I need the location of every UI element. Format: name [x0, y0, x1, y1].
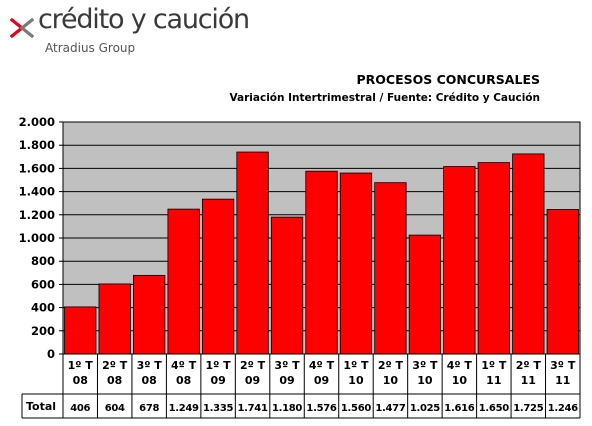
y-tick-label: 1.200 [19, 208, 55, 222]
x-tick-label: 10 [452, 374, 468, 387]
table-row-label: Total [26, 400, 56, 413]
x-tick-label: 11 [555, 374, 570, 387]
x-tick-label: 09 [245, 374, 260, 387]
bar [443, 166, 476, 355]
brand-name: crédito y caución [38, 4, 250, 35]
data-label: 1.025 [410, 403, 440, 414]
data-label: 1.249 [169, 403, 199, 414]
chart-title: PROCESOS CONCURSALES [356, 72, 540, 87]
x-tick-label: 09 [210, 374, 225, 387]
x-tick-label: 3º T [412, 359, 438, 372]
x-tick-label: 10 [383, 374, 399, 387]
y-tick-label: 1.400 [19, 185, 55, 199]
x-tick-label: 4º T [447, 359, 473, 372]
x-tick-label: 09 [279, 374, 294, 387]
data-label: 1.741 [237, 403, 267, 414]
data-label: 678 [139, 403, 159, 414]
x-tick-label: 1º T [205, 359, 231, 372]
data-label: 1.576 [306, 403, 336, 414]
data-label: 1.335 [203, 403, 233, 414]
bar [64, 306, 97, 355]
x-tick-label: 3º T [137, 359, 163, 372]
y-tick-label: 600 [31, 277, 55, 291]
brand-group: Atradius Group [45, 41, 136, 55]
logo-mark-icon [9, 17, 35, 39]
bar [133, 274, 166, 355]
y-tick-label: 1.000 [19, 231, 55, 245]
x-tick-label: 11 [521, 374, 536, 387]
x-tick-label: 08 [107, 374, 122, 387]
y-tick-label: 200 [31, 324, 55, 338]
x-tick-label: 2º T [378, 359, 404, 372]
x-tick-label: 10 [417, 374, 433, 387]
x-tick-label: 1º T [68, 359, 94, 372]
data-label: 1.477 [375, 403, 405, 414]
x-tick-label: 1º T [343, 359, 369, 372]
x-tick-label: 3º T [274, 359, 300, 372]
x-tick-label: 3º T [550, 359, 576, 372]
bar [167, 208, 200, 355]
data-label: 1.560 [341, 403, 371, 414]
plot-frame [62, 121, 581, 355]
x-tick-label: 08 [176, 374, 191, 387]
x-tick-label: 11 [486, 374, 501, 387]
x-tick-label: 4º T [171, 359, 197, 372]
y-tick-label: 2.000 [19, 115, 55, 129]
chart-subtitle: Variación Intertrimestral / Fuente: Créd… [229, 92, 540, 104]
x-tick-label: 2º T [516, 359, 542, 372]
y-tick-label: 1.800 [19, 138, 55, 152]
y-tick-label: 0 [47, 347, 55, 361]
data-label: 1.616 [444, 403, 474, 414]
x-tick-label: 1º T [481, 359, 507, 372]
bar [512, 153, 545, 355]
x-tick-label: 2º T [102, 359, 128, 372]
bar [339, 172, 373, 355]
x-tick-label: 08 [142, 374, 157, 387]
bar [236, 151, 269, 355]
y-tick-label: 800 [31, 254, 55, 268]
y-tick-label: 400 [31, 301, 55, 315]
brand-logo: crédito y caución Atradius Group [8, 4, 268, 58]
x-tick-label: 08 [73, 374, 88, 387]
x-tick-label: 10 [348, 374, 364, 387]
data-label: 604 [105, 403, 125, 414]
y-tick-label: 1.600 [19, 161, 55, 175]
bar [374, 182, 407, 355]
data-label: 406 [70, 403, 90, 414]
data-label: 1.725 [513, 403, 543, 414]
bar [305, 170, 338, 355]
bar [98, 283, 131, 355]
data-label: 1.180 [272, 403, 302, 414]
x-tick-label: 2º T [240, 359, 266, 372]
bar [201, 198, 235, 355]
bar [546, 209, 579, 355]
bar [477, 162, 510, 355]
bar [270, 216, 304, 355]
data-label: 1.246 [548, 403, 578, 414]
data-label: 1.650 [479, 403, 509, 414]
bar [408, 234, 442, 355]
x-tick-label: 09 [314, 374, 329, 387]
x-tick-label: 4º T [309, 359, 335, 372]
